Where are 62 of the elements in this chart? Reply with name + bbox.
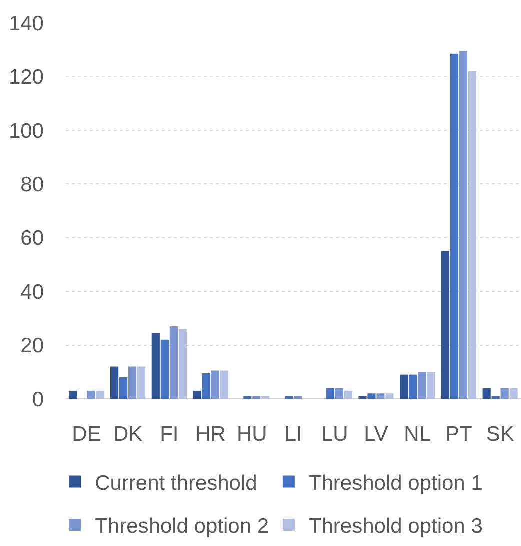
- bar: [409, 374, 418, 399]
- x-tick-label: LI: [284, 423, 302, 446]
- bar: [178, 329, 187, 399]
- bar: [441, 251, 450, 399]
- x-tick-label: DE: [72, 423, 102, 446]
- x-tick-label: PT: [446, 423, 473, 446]
- bar: [170, 326, 178, 399]
- y-tick-label: 100: [8, 120, 44, 143]
- bar: [110, 366, 119, 399]
- legend-label: Current threshold: [95, 472, 258, 495]
- bar: [418, 372, 426, 399]
- x-tick-label: SK: [486, 423, 514, 446]
- bar: [468, 71, 476, 399]
- bar: [69, 390, 78, 399]
- bar: [510, 388, 518, 399]
- bar: [137, 366, 146, 399]
- y-tick-label: 140: [8, 12, 44, 36]
- x-tick-label: NL: [404, 423, 432, 446]
- bar: [400, 374, 408, 399]
- bar: [120, 378, 128, 399]
- bar: [450, 54, 458, 399]
- bar: [202, 373, 210, 399]
- x-tick-label: HU: [236, 423, 268, 446]
- y-tick-label: 60: [20, 227, 44, 250]
- bar: [294, 396, 302, 399]
- bar: [326, 388, 334, 399]
- bar: [427, 372, 436, 399]
- bar: [482, 388, 491, 399]
- y-tick-label: 20: [20, 334, 44, 358]
- bar: [492, 396, 500, 399]
- y-tick-label: 0: [32, 388, 44, 412]
- bar: [459, 51, 468, 399]
- x-tick-label: LU: [321, 423, 348, 446]
- bar: [152, 333, 160, 399]
- bar: [284, 396, 294, 399]
- bar: [335, 388, 344, 399]
- bar: [262, 396, 270, 399]
- bar: [193, 390, 202, 399]
- bar: [220, 370, 228, 399]
- y-tick-label: 120: [8, 66, 44, 90]
- bar: [344, 390, 352, 399]
- y-tick-label: 40: [20, 280, 44, 304]
- bar: [96, 390, 104, 399]
- bar: [252, 396, 261, 399]
- bar: [244, 396, 252, 399]
- bar: [87, 390, 96, 399]
- bar: [386, 394, 394, 399]
- legend-label: Threshold option 2: [95, 515, 270, 538]
- x-tick-label: LV: [364, 423, 388, 446]
- legend-label: Threshold option 1: [308, 472, 483, 495]
- bar: [500, 388, 509, 399]
- bar: [160, 340, 169, 399]
- legend-label: Threshold option 3: [308, 515, 483, 538]
- bar: [211, 370, 220, 399]
- y-tick-label: 80: [20, 173, 44, 196]
- bar: [376, 394, 385, 399]
- x-tick-label: DK: [113, 423, 143, 446]
- x-tick-label: FI: [160, 423, 179, 446]
- bar: [128, 366, 137, 399]
- x-tick-label: HR: [196, 423, 226, 446]
- bar: [358, 396, 367, 399]
- bar: [368, 394, 376, 399]
